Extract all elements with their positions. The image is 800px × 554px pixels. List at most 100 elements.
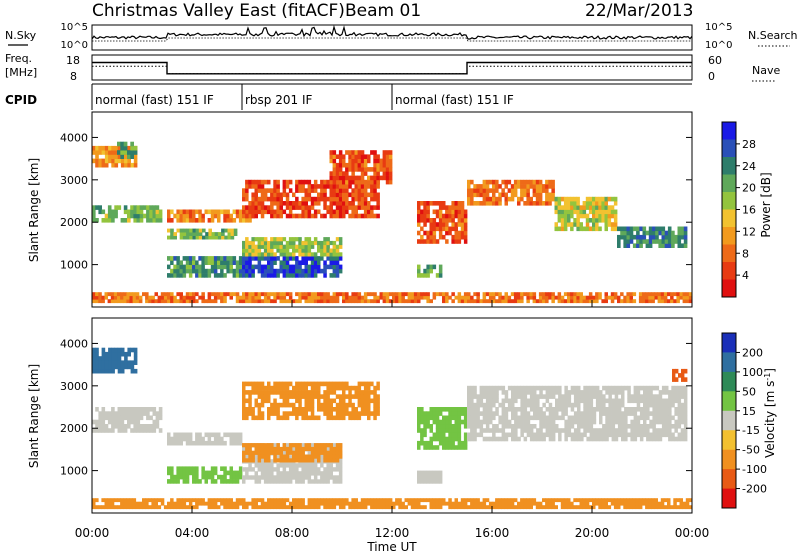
heatmap-cell (492, 385, 496, 391)
heatmap-cell (610, 213, 615, 219)
heatmap-cell (304, 458, 308, 463)
colorbar-tick-label: 15 (742, 405, 756, 418)
heatmap-cell (357, 292, 362, 297)
heatmap-cell (671, 436, 675, 442)
heatmap-cell (558, 428, 562, 433)
heatmap-cell (123, 501, 127, 506)
heatmap-cell (176, 273, 180, 278)
heatmap-cell (460, 445, 465, 450)
heatmap-cell (120, 368, 125, 374)
heatmap-cell (338, 402, 343, 408)
heatmap-cell (567, 402, 572, 408)
heatmap-cell (335, 498, 340, 503)
heatmap-cell (288, 240, 293, 246)
heatmap-cell (223, 501, 227, 506)
heatmap-cell (276, 240, 280, 246)
heatmap-cell (173, 256, 177, 261)
heatmap-cell (617, 226, 621, 232)
heatmap-cell (642, 234, 647, 240)
heatmap-cell (520, 424, 524, 429)
heatmap-cell (157, 295, 162, 300)
heatmap-cell (676, 295, 680, 300)
heatmap-cell (270, 446, 274, 452)
heatmap-cell (323, 213, 327, 219)
heatmap-cell (323, 454, 327, 459)
heatmap-cell (104, 158, 109, 164)
heatmap-cell (282, 385, 287, 391)
heatmap-cell (307, 299, 312, 304)
heatmap-cell (655, 415, 660, 421)
colorbar-tick-label: -100 (742, 463, 767, 476)
heatmap-cell (655, 385, 660, 391)
heatmap-cell (589, 424, 594, 429)
heatmap-cell (417, 407, 421, 412)
heatmap-cell (649, 411, 653, 416)
heatmap-cell (533, 432, 537, 438)
heatmap-cell (617, 385, 622, 391)
heatmap-cell (649, 394, 653, 399)
heatmap-cell (110, 292, 115, 297)
heatmap-cell (567, 424, 572, 429)
ytick-label: 1000 (60, 259, 88, 272)
heatmap-cell (604, 295, 608, 300)
heatmap-cell (682, 295, 687, 300)
heatmap-cell (652, 436, 656, 442)
heatmap-cell (214, 235, 219, 240)
heatmap-cell (138, 299, 143, 304)
heatmap-cell (104, 213, 109, 219)
heatmap-cell (260, 454, 265, 459)
heatmap-cell (438, 505, 443, 510)
heatmap-cell (348, 501, 352, 506)
heatmap-cell (132, 498, 137, 503)
heatmap-cell (201, 260, 205, 265)
heatmap-cell (570, 432, 575, 438)
heatmap-cell (573, 436, 578, 442)
heatmap-cell (513, 188, 518, 193)
heatmap-cell (420, 234, 424, 240)
heatmap-cell (592, 419, 597, 425)
colorbar-tick-label: 50 (742, 385, 756, 398)
heatmap-cell (210, 470, 215, 476)
heatmap-cell (276, 192, 280, 198)
heatmap-cell (636, 230, 640, 236)
heatmap-cell (492, 436, 496, 442)
heatmap-cell (488, 196, 493, 202)
heatmap-cell (376, 411, 380, 416)
heatmap-cell (636, 407, 641, 412)
heatmap-cell (114, 351, 119, 357)
heatmap-cell (276, 201, 280, 206)
heatmap-cell (538, 501, 543, 506)
heatmap-cell (438, 226, 443, 232)
heatmap-cell (417, 479, 421, 484)
heatmap-cell (395, 295, 399, 300)
heatmap-cell (104, 145, 109, 151)
heatmap-cell (652, 230, 656, 236)
heatmap-cell (567, 205, 571, 210)
heatmap-cell (630, 394, 634, 399)
heatmap-cell (573, 402, 578, 408)
heatmap-cell (579, 501, 583, 506)
heatmap-cell (251, 292, 255, 297)
heatmap-cell (335, 162, 340, 168)
heatmap-cell (158, 407, 163, 412)
heatmap-cell (323, 498, 327, 503)
heatmap-cell (307, 196, 312, 202)
heatmap-cell (410, 501, 415, 506)
heatmap-cell (127, 364, 131, 370)
heatmap-cell (136, 411, 141, 416)
heatmap-cell (604, 505, 608, 510)
heatmap-cell (592, 505, 596, 510)
heatmap-cell (242, 479, 246, 484)
heatmap-cell (511, 394, 515, 399)
heatmap-cell (532, 501, 537, 506)
heatmap-cell (326, 394, 330, 399)
heatmap-cell (167, 256, 171, 261)
heatmap-cell (117, 428, 122, 433)
heatmap-cell (577, 419, 581, 425)
heatmap-cell (438, 474, 443, 480)
heatmap-cell (470, 407, 474, 412)
heatmap-cell (201, 470, 205, 476)
heatmap-cell (382, 167, 387, 172)
heatmap-cell (282, 184, 287, 189)
